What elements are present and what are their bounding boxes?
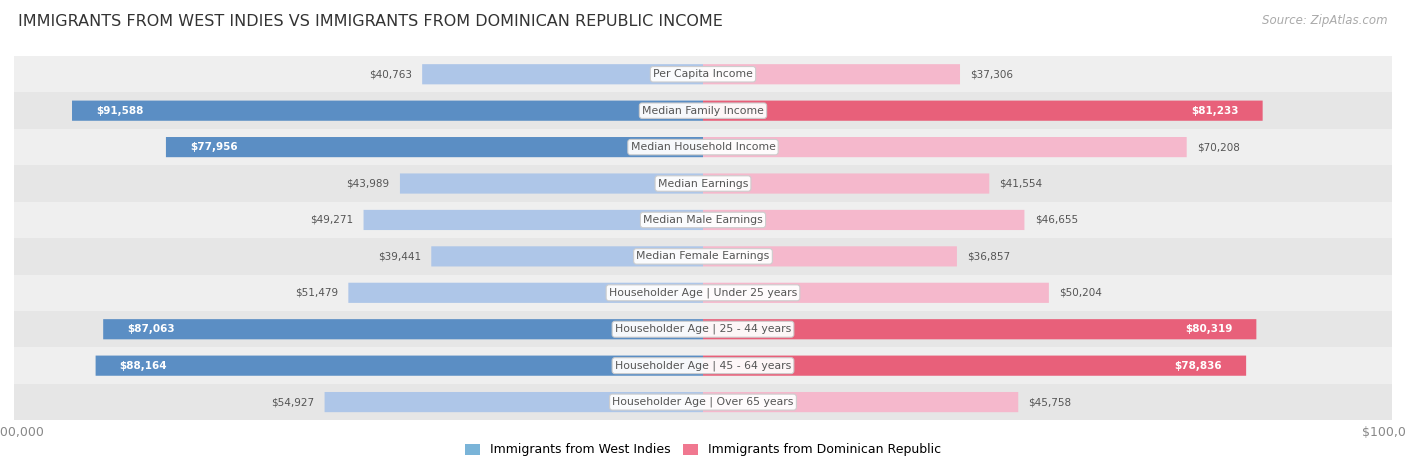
Text: $88,164: $88,164 — [120, 361, 167, 371]
Text: Source: ZipAtlas.com: Source: ZipAtlas.com — [1263, 14, 1388, 27]
Text: $37,306: $37,306 — [970, 69, 1014, 79]
FancyBboxPatch shape — [14, 384, 1392, 420]
FancyBboxPatch shape — [325, 392, 703, 412]
Text: $49,271: $49,271 — [311, 215, 353, 225]
Text: $70,208: $70,208 — [1197, 142, 1240, 152]
Text: Per Capita Income: Per Capita Income — [652, 69, 754, 79]
Text: IMMIGRANTS FROM WEST INDIES VS IMMIGRANTS FROM DOMINICAN REPUBLIC INCOME: IMMIGRANTS FROM WEST INDIES VS IMMIGRANT… — [18, 14, 723, 29]
FancyBboxPatch shape — [14, 165, 1392, 202]
Text: $45,758: $45,758 — [1029, 397, 1071, 407]
Text: $36,857: $36,857 — [967, 251, 1011, 262]
FancyBboxPatch shape — [703, 210, 1025, 230]
Text: Median Household Income: Median Household Income — [630, 142, 776, 152]
FancyBboxPatch shape — [703, 355, 1246, 376]
Text: Householder Age | Under 25 years: Householder Age | Under 25 years — [609, 288, 797, 298]
FancyBboxPatch shape — [364, 210, 703, 230]
Text: $46,655: $46,655 — [1035, 215, 1078, 225]
Text: Median Male Earnings: Median Male Earnings — [643, 215, 763, 225]
FancyBboxPatch shape — [166, 137, 703, 157]
FancyBboxPatch shape — [96, 355, 703, 376]
FancyBboxPatch shape — [14, 275, 1392, 311]
FancyBboxPatch shape — [432, 246, 703, 267]
Text: Householder Age | 45 - 64 years: Householder Age | 45 - 64 years — [614, 361, 792, 371]
FancyBboxPatch shape — [703, 319, 1257, 340]
FancyBboxPatch shape — [103, 319, 703, 340]
FancyBboxPatch shape — [422, 64, 703, 85]
Text: $41,554: $41,554 — [1000, 178, 1043, 189]
FancyBboxPatch shape — [72, 100, 703, 121]
Text: Householder Age | 25 - 44 years: Householder Age | 25 - 44 years — [614, 324, 792, 334]
Text: $81,233: $81,233 — [1191, 106, 1239, 116]
FancyBboxPatch shape — [703, 392, 1018, 412]
FancyBboxPatch shape — [703, 283, 1049, 303]
FancyBboxPatch shape — [14, 56, 1392, 92]
FancyBboxPatch shape — [14, 129, 1392, 165]
Text: $54,927: $54,927 — [271, 397, 315, 407]
Text: $43,989: $43,989 — [346, 178, 389, 189]
Text: $91,588: $91,588 — [96, 106, 143, 116]
Text: Median Earnings: Median Earnings — [658, 178, 748, 189]
Text: $87,063: $87,063 — [128, 324, 174, 334]
Text: Householder Age | Over 65 years: Householder Age | Over 65 years — [612, 397, 794, 407]
Legend: Immigrants from West Indies, Immigrants from Dominican Republic: Immigrants from West Indies, Immigrants … — [460, 439, 946, 461]
FancyBboxPatch shape — [703, 100, 1263, 121]
Text: $78,836: $78,836 — [1174, 361, 1222, 371]
FancyBboxPatch shape — [14, 92, 1392, 129]
Text: $80,319: $80,319 — [1185, 324, 1232, 334]
Text: Median Female Earnings: Median Female Earnings — [637, 251, 769, 262]
FancyBboxPatch shape — [349, 283, 703, 303]
FancyBboxPatch shape — [14, 347, 1392, 384]
FancyBboxPatch shape — [14, 311, 1392, 347]
Text: Median Family Income: Median Family Income — [643, 106, 763, 116]
FancyBboxPatch shape — [703, 137, 1187, 157]
Text: $51,479: $51,479 — [295, 288, 337, 298]
Text: $77,956: $77,956 — [190, 142, 238, 152]
Text: $50,204: $50,204 — [1059, 288, 1102, 298]
Text: $40,763: $40,763 — [368, 69, 412, 79]
FancyBboxPatch shape — [14, 238, 1392, 275]
Text: $39,441: $39,441 — [378, 251, 420, 262]
FancyBboxPatch shape — [703, 173, 990, 194]
FancyBboxPatch shape — [703, 64, 960, 85]
FancyBboxPatch shape — [703, 246, 957, 267]
FancyBboxPatch shape — [14, 202, 1392, 238]
FancyBboxPatch shape — [399, 173, 703, 194]
